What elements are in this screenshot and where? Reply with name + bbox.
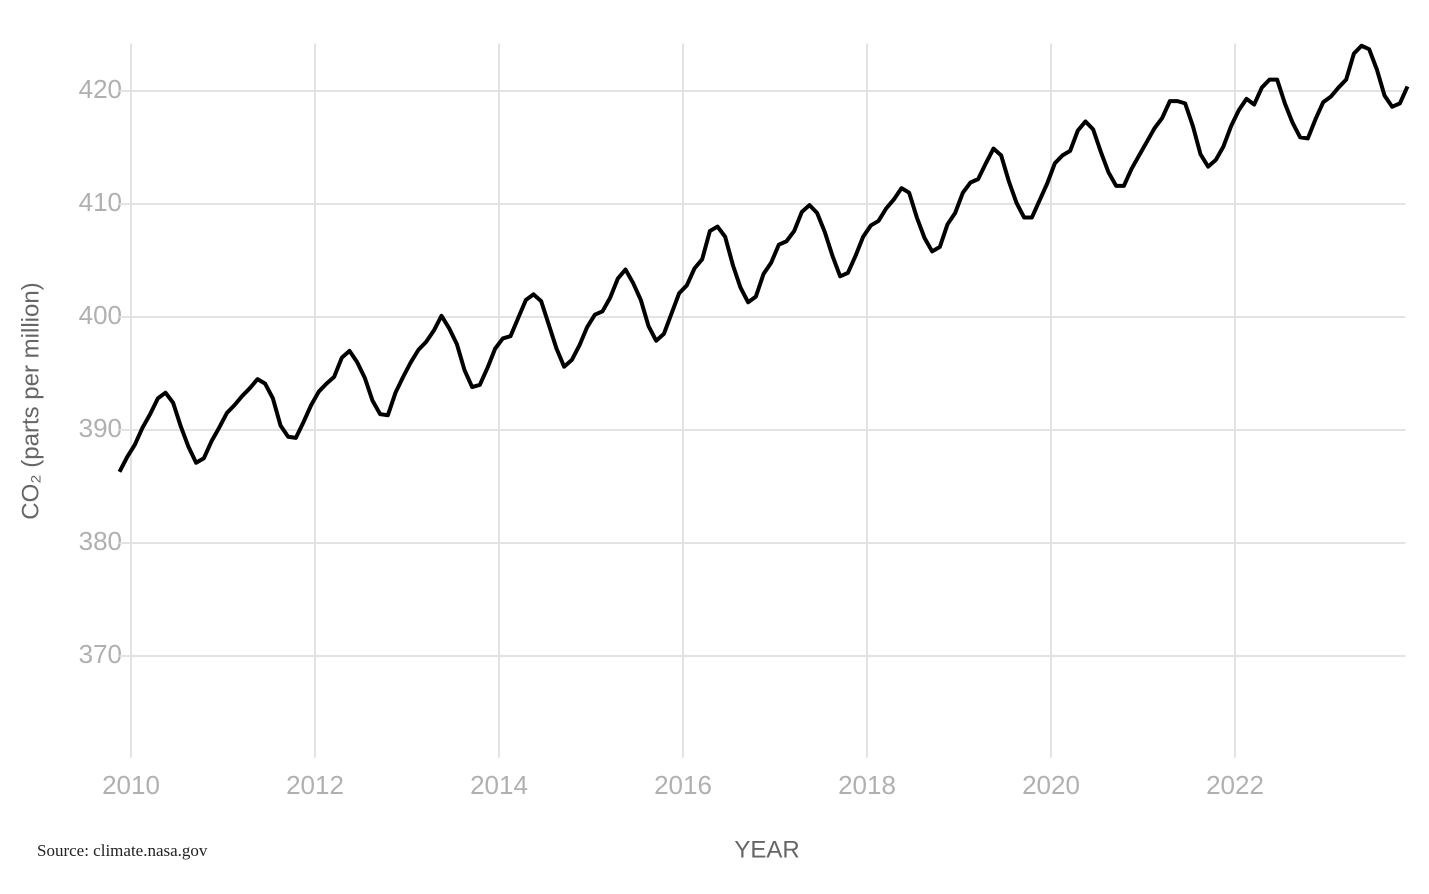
- y-tick-label: 400: [79, 300, 122, 330]
- source-note: Source: climate.nasa.gov: [37, 841, 208, 860]
- x-tick-label: 2022: [1206, 770, 1264, 800]
- x-axis-label: YEAR: [734, 836, 799, 863]
- x-tick-label: 2014: [470, 770, 528, 800]
- y-tick-label: 410: [79, 187, 122, 217]
- y-axis-label: CO₂ (parts per million): [17, 282, 44, 519]
- co2-line: [117, 43, 1410, 473]
- x-tick-label: 2012: [286, 770, 344, 800]
- x-tick-label: 2018: [838, 770, 896, 800]
- y-tick-label: 390: [79, 413, 122, 443]
- x-tick-label: 2020: [1022, 770, 1080, 800]
- y-tick-label: 420: [79, 74, 122, 104]
- x-tick-label: 2010: [102, 770, 160, 800]
- x-tick-label: 2016: [654, 770, 712, 800]
- y-tick-label: 370: [79, 639, 122, 669]
- y-tick-label: 380: [79, 526, 122, 556]
